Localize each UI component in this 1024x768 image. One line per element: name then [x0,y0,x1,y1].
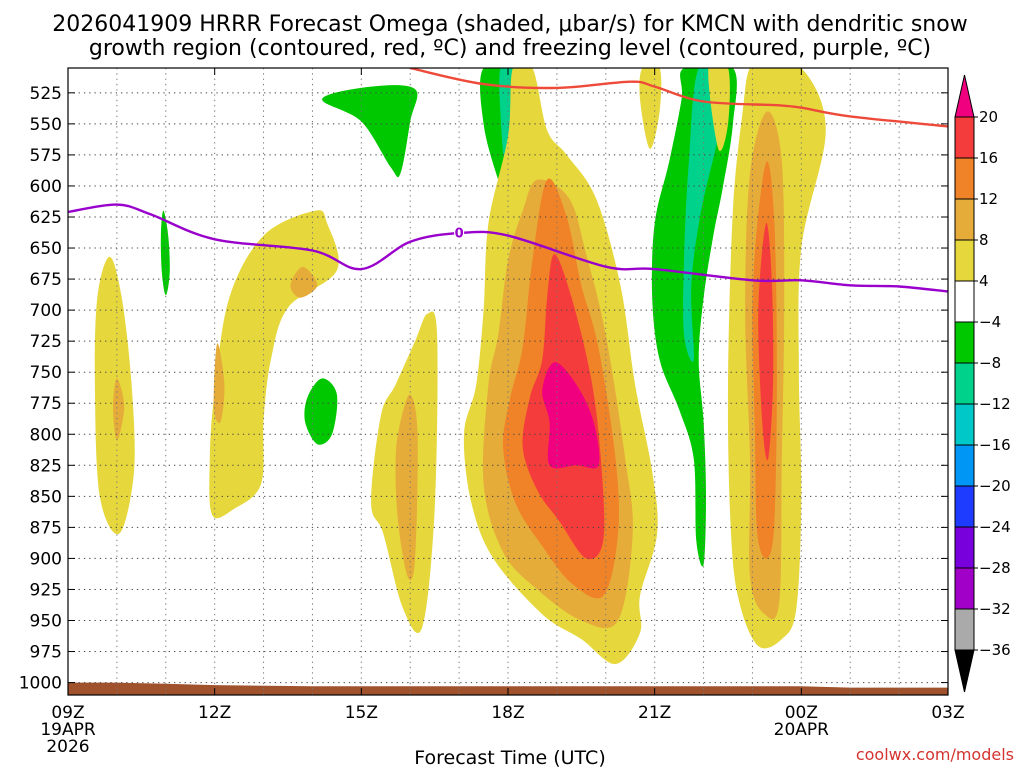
y-tick-label-750: 750 [30,363,62,383]
contour-label-bg-0 [454,225,465,240]
contour-lines-layer: 0 [68,68,948,293]
chart-title-line1: 2026041909 HRRR Forecast Omega (shaded, … [52,12,967,37]
colorbar-bin-1 [954,116,975,159]
colorbar-bin-bottom [954,649,975,693]
colorbar-label-9: −20 [979,477,1011,495]
omega-region-8 [113,378,125,441]
x-tick-label-5: 00Z [785,703,818,723]
y-tick-label-625: 625 [30,208,62,228]
colorbar-bin-13 [954,608,975,651]
grid-layer [68,68,948,695]
colorbar-bin-7 [954,362,975,405]
y-tick-label-525: 525 [30,84,62,104]
y-tick-label-700: 700 [30,301,62,321]
colorbar-bin-3 [954,198,975,241]
colorbar-bin-6 [954,321,975,364]
contour-label-0: 0 [455,227,464,242]
x-tick-label-4: 21Z [638,703,671,723]
y-tick-label-600: 600 [30,177,62,197]
colorbar-bin-12 [954,567,975,610]
colorbar-label-0: 20 [979,108,998,126]
y-tick-label-875: 875 [30,518,62,538]
colorbar-label-2: 12 [979,190,998,208]
omega-region-18 [542,362,600,469]
colorbar-bin-5 [954,280,975,323]
omega-region-20 [708,68,730,151]
colorbar-bin-top [954,74,975,118]
chart-title-line2: growth region (contoured, red, ºC) and f… [89,36,931,61]
colorbar-label-10: −24 [979,518,1011,536]
y-tick-label-675: 675 [30,270,62,290]
colorbar-label-4: 4 [979,272,989,290]
y-tick-label-650: 650 [30,239,62,259]
y-tick-label-850: 850 [30,487,62,507]
colorbar-label-7: −12 [979,395,1011,413]
colorbar-bin-8 [954,403,975,446]
omega-region-2 [304,378,338,445]
x-tick-label-0: 09Z [51,703,84,723]
colorbar-label-8: −16 [979,436,1011,454]
colorbar-label-6: −8 [979,354,1001,372]
omega-region-6 [683,68,729,362]
x-tick-label-1: 12Z [198,703,231,723]
x-tick-label-2: 15Z [345,703,378,723]
y-tick-label-900: 900 [30,549,62,569]
y-tick-label-575: 575 [30,146,62,166]
colorbar-label-11: −28 [979,559,1011,577]
x-tick-sublabel1-5: 20APR [774,720,830,740]
contour-line-0 [68,203,948,293]
colorbar-label-13: −36 [979,641,1011,659]
y-tick-label-1000: 1000 [19,674,62,694]
colorbar-bin-2 [954,157,975,200]
omega-region-11 [290,266,318,298]
colorbar-label-1: 16 [979,149,998,167]
colorbar-bin-10 [954,485,975,528]
colorbar: 20 16 12 8 4 −4 −8 −12 −16 −20 −24 −28 −32 −36 [954,74,1011,693]
y-tick-label-925: 925 [30,580,62,600]
omega-region-5 [651,68,737,567]
omega-shading-layer [94,68,826,665]
x-tick-sublabel2-0: 2026 [46,737,89,757]
omega-region-13 [395,394,418,581]
x-axis-title: Forecast Time (UTC) [414,747,605,768]
colorbar-bin-4 [954,239,975,282]
y-tick-label-550: 550 [30,115,62,135]
colorbar-label-3: 8 [979,231,989,249]
y-tick-label-950: 950 [30,612,62,632]
credit-text: coolwx.com/models [856,745,1014,764]
x-tick-sublabel1-0: 19APR [40,720,96,740]
y-tick-label-725: 725 [30,332,62,352]
omega-region-19 [639,68,662,149]
colorbar-bin-9 [954,444,975,487]
colorbar-label-12: −32 [979,600,1011,618]
omega-region-9 [209,210,339,519]
colorbar-bin-11 [954,526,975,569]
y-axis: 525 550 575 600 625 650 675 700 725 750 775 800 825 8… [19,84,948,694]
y-tick-label-775: 775 [30,394,62,414]
omega-region-1 [160,210,170,296]
colorbar-label-5: −4 [979,313,1001,331]
y-tick-label-825: 825 [30,456,62,476]
y-tick-label-800: 800 [30,425,62,445]
x-tick-label-3: 18Z [491,703,524,723]
y-tick-label-975: 975 [30,643,62,663]
omega-region-0 [322,85,418,178]
contour-line-1 [409,68,948,128]
plot-area: 0 [68,68,948,695]
omega-region-24 [758,222,774,461]
x-tick-label-6: 03Z [931,703,964,723]
